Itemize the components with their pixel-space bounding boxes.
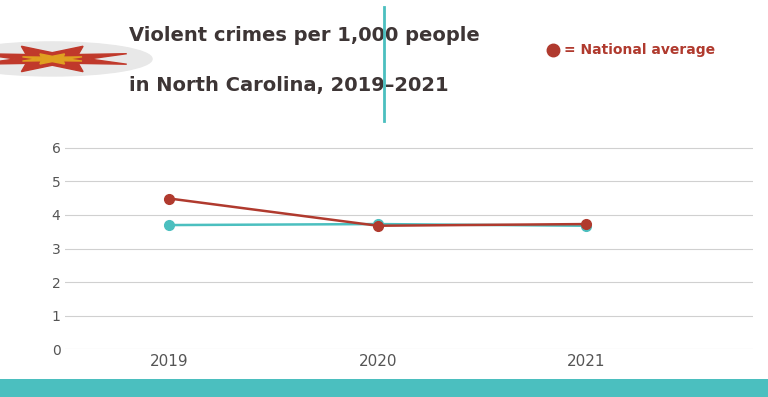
Text: = National average: = National average	[564, 43, 716, 57]
Polygon shape	[0, 46, 127, 72]
Text: Violent crimes per 1,000 people: Violent crimes per 1,000 people	[129, 26, 480, 45]
Polygon shape	[22, 54, 82, 64]
Text: in North Carolina, 2019–2021: in North Carolina, 2019–2021	[129, 76, 449, 95]
Circle shape	[0, 42, 152, 76]
